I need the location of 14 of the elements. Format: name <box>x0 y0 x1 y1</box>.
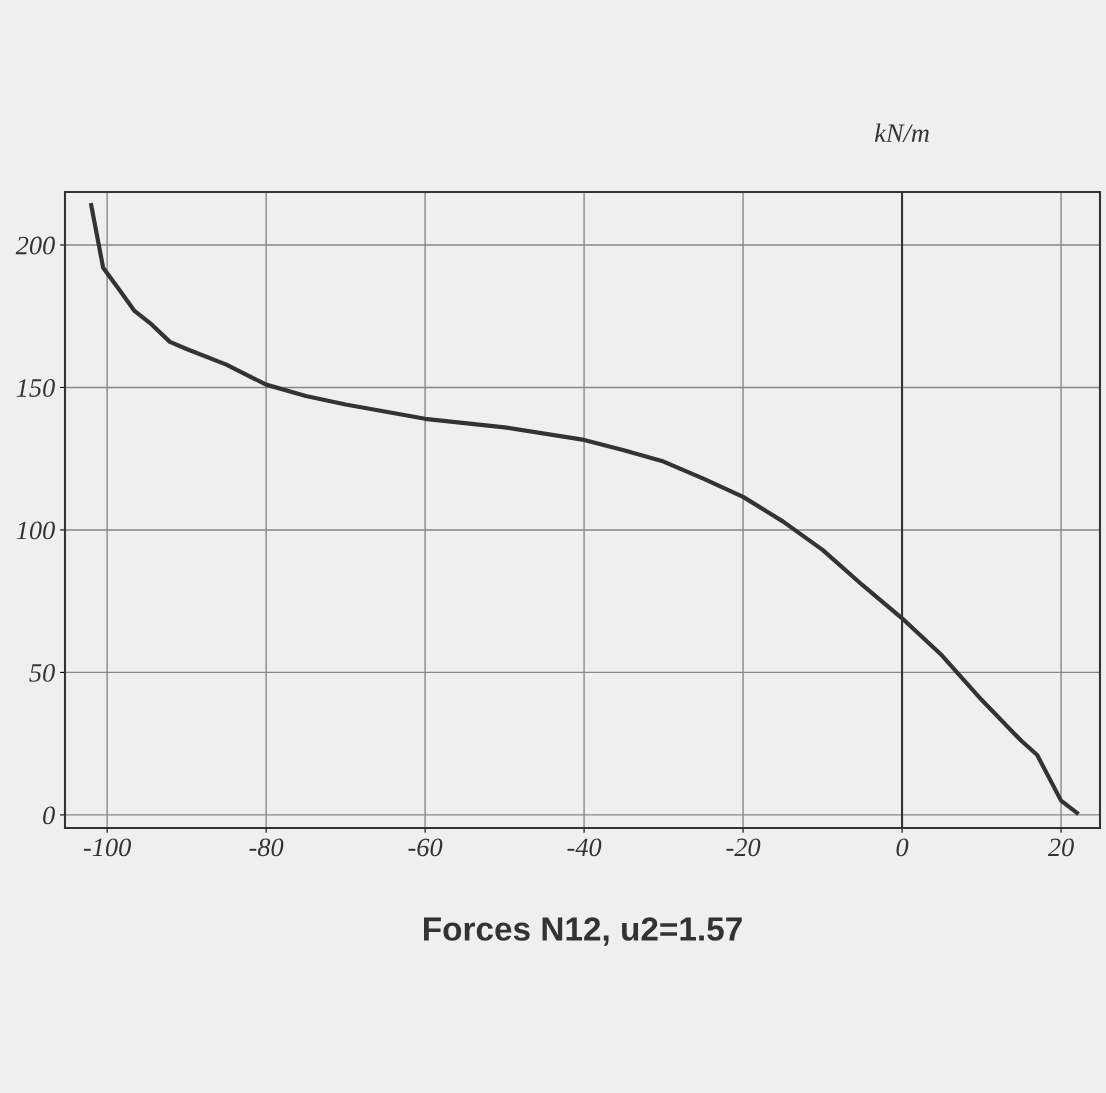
y-tick-label: 150 <box>16 379 55 397</box>
x-tick-label: 0 <box>896 838 909 857</box>
x-tick-label: -100 <box>83 838 131 857</box>
x-tick-label: -20 <box>726 838 761 857</box>
text: Forces N12, u2=1.57 <box>424 917 742 946</box>
y-tick-label: 50 <box>29 664 55 682</box>
y-axis-title: kN/m <box>874 123 929 143</box>
y-tick-label: 0 <box>43 806 55 825</box>
x-tick-label: -60 <box>408 838 443 857</box>
x-tick-label: 20 <box>1047 838 1074 857</box>
y-tick-label: 200 <box>15 236 55 255</box>
x-tick-label: -40 <box>567 838 602 857</box>
y-tick-label: 100 <box>16 521 55 540</box>
x-tick-label: -80 <box>249 838 284 857</box>
